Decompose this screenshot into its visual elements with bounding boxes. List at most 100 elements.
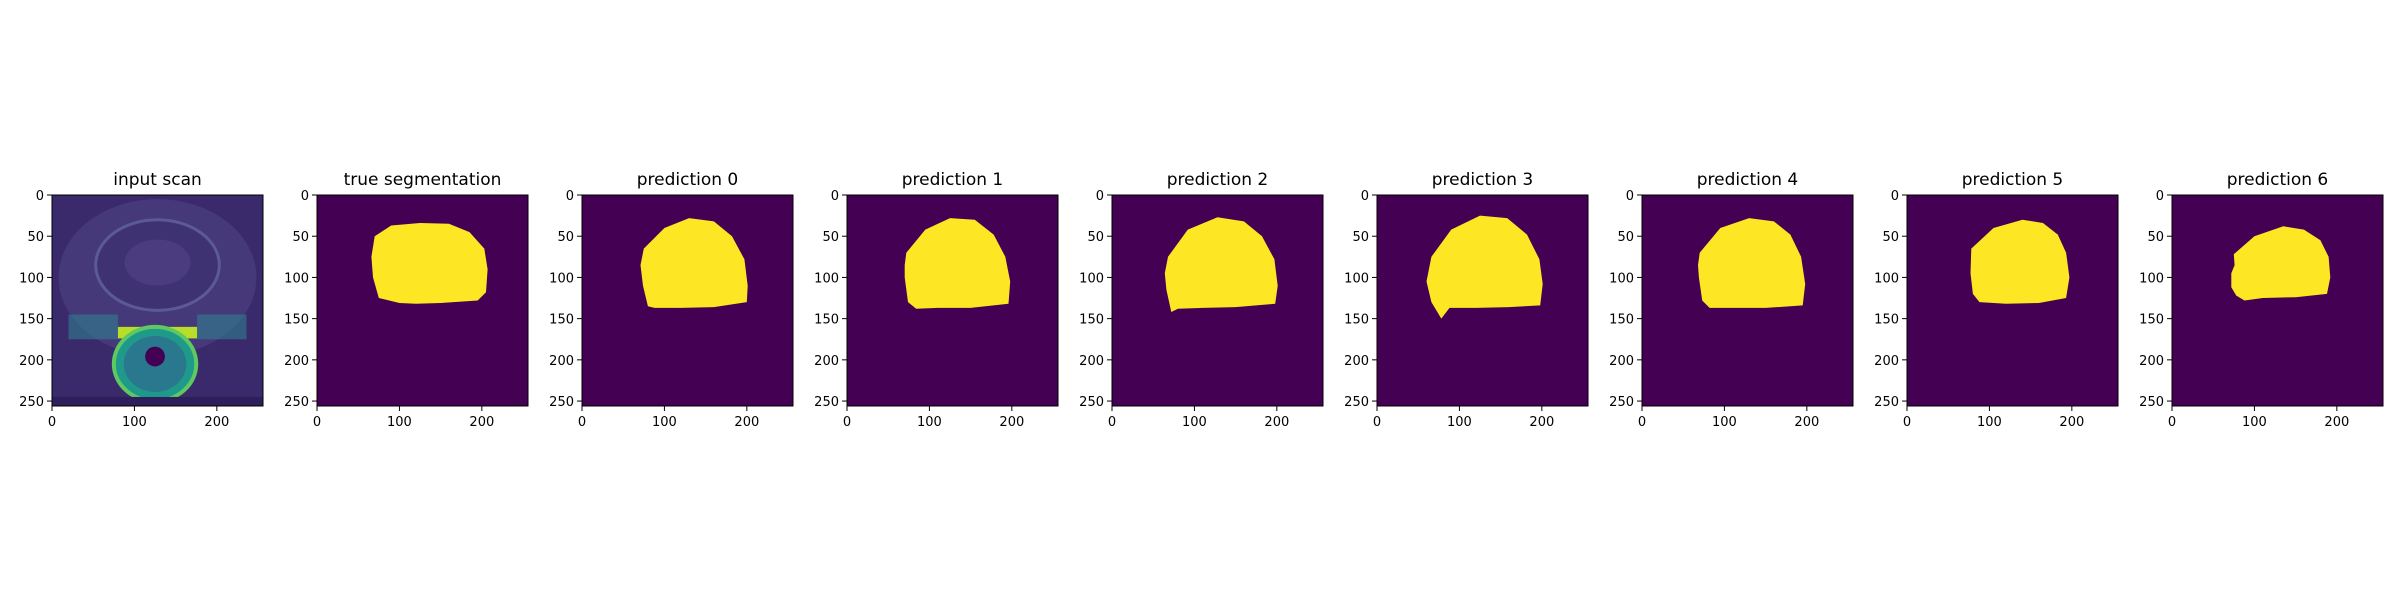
segmentation-mask	[371, 223, 488, 304]
x-tick-label: 100	[1712, 415, 1737, 430]
scan-image	[52, 195, 263, 406]
x-tick-label: 0	[843, 415, 851, 430]
y-tick-label: 100	[1344, 271, 1369, 286]
scan-coil-center	[145, 346, 165, 367]
y-tick-label: 50	[2147, 230, 2164, 245]
x-tick-label: 0	[578, 415, 586, 430]
x-tick-label: 0	[1638, 415, 1646, 430]
y-tick-label: 200	[1874, 354, 1899, 369]
y-tick-label: 50	[27, 230, 44, 245]
scan-organ-core	[124, 239, 191, 286]
y-tick-label: 150	[1874, 313, 1899, 328]
panel-title: prediction 2	[1167, 170, 1269, 190]
mask-image	[582, 195, 793, 406]
axes-frame	[1641, 194, 1854, 407]
y-tick-label: 0	[1361, 189, 1369, 204]
y-tick-label: 250	[284, 395, 309, 410]
x-tick-label: 200	[204, 415, 229, 430]
y-tick-label: 50	[557, 230, 574, 245]
y-tick-label: 50	[1352, 230, 1369, 245]
y-tick-label: 50	[1087, 230, 1104, 245]
y-tick-label: 0	[36, 189, 44, 204]
y-tick-label: 0	[2156, 189, 2164, 204]
x-tick-label: 0	[1903, 415, 1911, 430]
y-tick-label: 250	[549, 395, 574, 410]
mask-image	[1112, 195, 1323, 406]
y-tick-label: 200	[1344, 354, 1369, 369]
x-tick-label: 0	[1373, 415, 1381, 430]
panel-5: prediction 3 0 100 200 0 50 100 150 200 250	[1344, 170, 1589, 430]
panel-title: input scan	[113, 170, 202, 190]
x-tick-label: 200	[2059, 415, 2084, 430]
axes-frame	[846, 194, 1059, 407]
x-tick-label: 200	[1529, 415, 1554, 430]
panel-title: prediction 3	[1432, 170, 1534, 190]
panel-6: prediction 4 0 100 200 0 50 100 150 200 250	[1609, 170, 1854, 430]
y-tick-label: 0	[831, 189, 839, 204]
axes-frame	[581, 194, 794, 407]
y-tick-label: 100	[814, 271, 839, 286]
segmentation-mask	[640, 218, 748, 308]
panel-8: prediction 6 0 100 200 0 50 100 150 200 250	[2139, 170, 2384, 430]
panel-title: prediction 0	[637, 170, 739, 190]
panel-title: prediction 5	[1962, 170, 2064, 190]
segmentation-mask	[1164, 217, 1278, 312]
y-tick-label: 150	[1344, 313, 1369, 328]
y-tick-label: 100	[1874, 271, 1899, 286]
panel-title: true segmentation	[344, 170, 502, 190]
x-tick-label: 100	[122, 415, 147, 430]
mask-image	[1377, 195, 1588, 406]
x-tick-label: 0	[1108, 415, 1116, 430]
x-tick-label: 100	[917, 415, 942, 430]
y-tick-label: 0	[566, 189, 574, 204]
panel-3: prediction 1 0 100 200 0 50 100 150 200 250	[814, 170, 1059, 430]
y-tick-label: 50	[1617, 230, 1634, 245]
panel-7: prediction 5 0 100 200 0 50 100 150 200 250	[1874, 170, 2119, 430]
y-tick-label: 250	[1079, 395, 1104, 410]
x-tick-label: 100	[1977, 415, 2002, 430]
y-tick-label: 0	[1891, 189, 1899, 204]
y-tick-label: 200	[1609, 354, 1634, 369]
y-tick-label: 100	[1609, 271, 1634, 286]
y-tick-label: 0	[301, 189, 309, 204]
scan-side-left	[68, 314, 118, 340]
y-tick-label: 250	[1874, 395, 1899, 410]
x-tick-label: 200	[1264, 415, 1289, 430]
y-tick-label: 100	[19, 271, 44, 286]
y-tick-label: 200	[284, 354, 309, 369]
y-tick-label: 250	[814, 395, 839, 410]
axes-frame	[1906, 194, 2119, 407]
scan-bottom	[52, 396, 263, 406]
x-tick-label: 200	[469, 415, 494, 430]
x-tick-label: 100	[387, 415, 412, 430]
y-tick-label: 50	[1882, 230, 1899, 245]
segmentation-mask	[2231, 226, 2331, 301]
scan-side-right	[197, 314, 247, 340]
y-tick-label: 150	[1079, 313, 1104, 328]
segmentation-mask	[1426, 215, 1543, 319]
panel-title: prediction 1	[902, 170, 1004, 190]
y-tick-label: 200	[2139, 354, 2164, 369]
y-tick-label: 200	[1079, 354, 1104, 369]
mask-image	[317, 195, 528, 406]
panel-2: prediction 0 0 100 200 0 50 100 150 200 250	[549, 170, 794, 430]
y-tick-label: 200	[814, 354, 839, 369]
y-tick-label: 0	[1626, 189, 1634, 204]
y-tick-label: 200	[549, 354, 574, 369]
mask-image	[847, 195, 1058, 406]
x-tick-label: 100	[1182, 415, 1207, 430]
x-tick-label: 200	[2324, 415, 2349, 430]
x-tick-label: 100	[2242, 415, 2267, 430]
panel-title: prediction 6	[2227, 170, 2329, 190]
y-tick-label: 150	[19, 313, 44, 328]
y-tick-label: 250	[2139, 395, 2164, 410]
x-tick-label: 100	[1447, 415, 1472, 430]
y-tick-label: 150	[1609, 313, 1634, 328]
x-tick-label: 200	[999, 415, 1024, 430]
mask-image	[1642, 195, 1853, 406]
y-tick-label: 100	[284, 271, 309, 286]
axes-frame	[1376, 194, 1589, 407]
x-tick-label: 0	[48, 415, 56, 430]
x-tick-label: 0	[2168, 415, 2176, 430]
